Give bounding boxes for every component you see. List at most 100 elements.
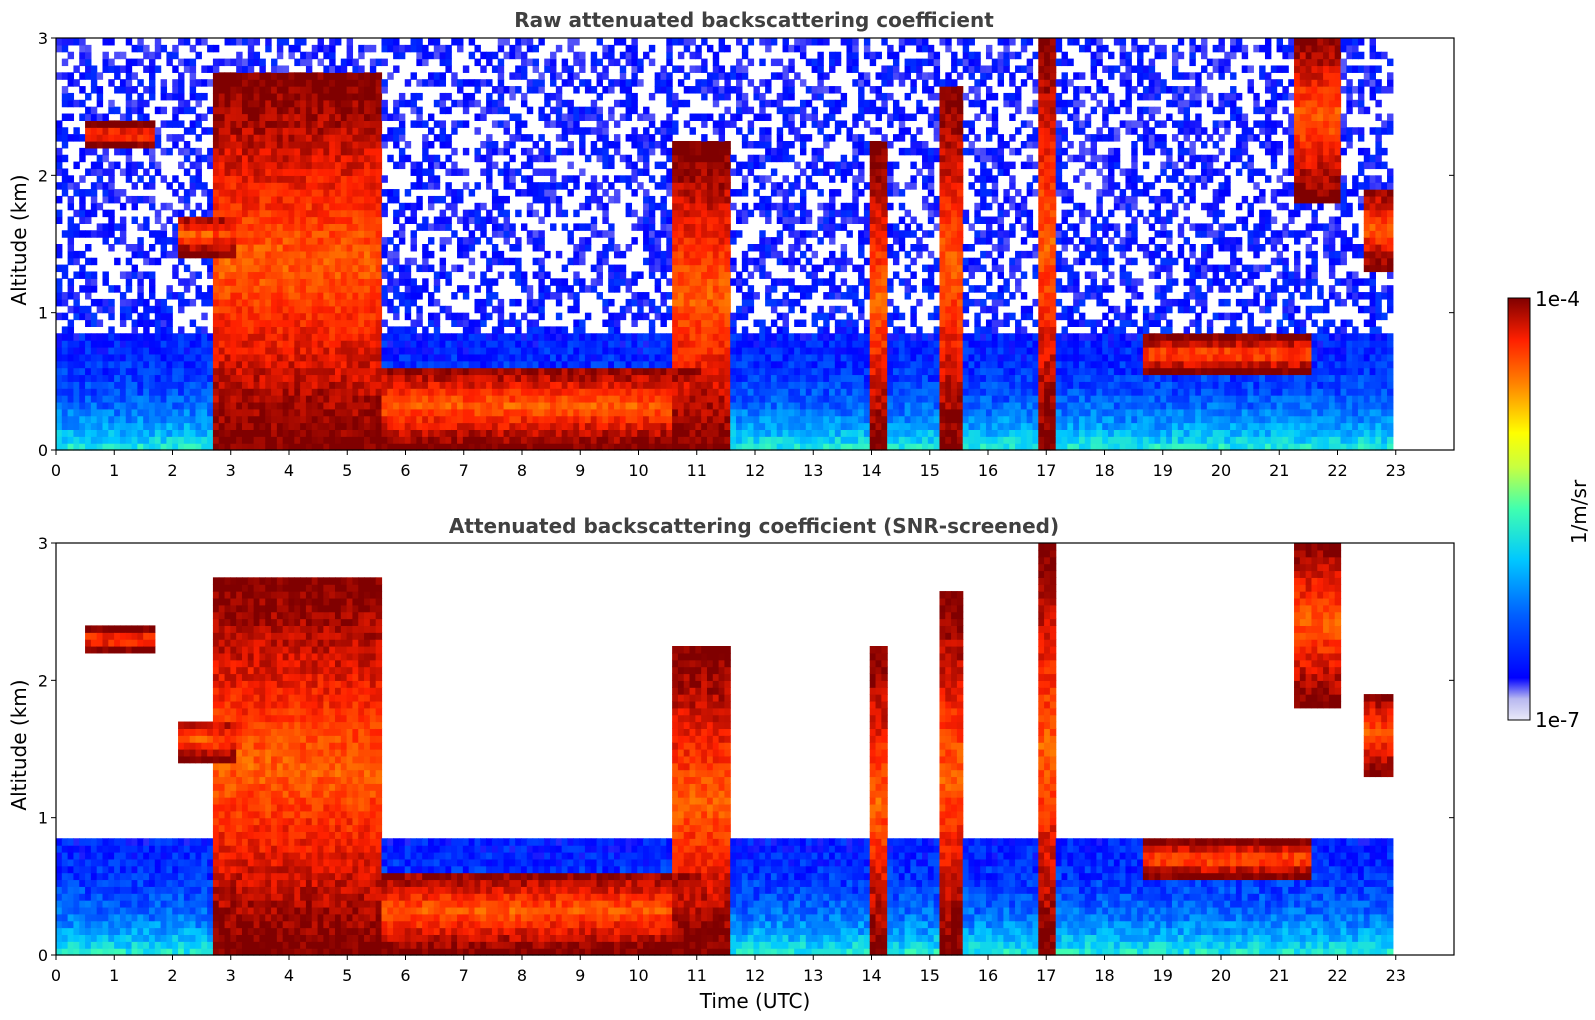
- heatmap-cell: [90, 333, 98, 341]
- heatmap-cell: [550, 168, 557, 176]
- heatmap-cell: [643, 161, 650, 170]
- heatmap-cell: [241, 161, 249, 170]
- heatmap-cell: [253, 195, 261, 204]
- heatmap-cell: [683, 401, 691, 410]
- heatmap-cell: [666, 305, 673, 314]
- heatmap-cell: [271, 381, 278, 389]
- heatmap-cell: [619, 72, 627, 80]
- heatmap-cell: [590, 408, 598, 417]
- heatmap-cell: [288, 175, 295, 183]
- heatmap-cell: [288, 367, 295, 376]
- heatmap-cell: [334, 285, 342, 293]
- heatmap-cell: [189, 106, 197, 115]
- heatmap-cell: [596, 401, 603, 410]
- heatmap-cell: [695, 182, 702, 190]
- heatmap-cell: [114, 86, 121, 94]
- heatmap-cell: [486, 99, 493, 108]
- heatmap-cell: [393, 189, 400, 197]
- heatmap-cell: [201, 422, 208, 430]
- heatmap-cell: [683, 326, 691, 334]
- heatmap-cell: [672, 264, 679, 273]
- heatmap-cell: [323, 223, 330, 231]
- heatmap-cell: [393, 360, 400, 369]
- heatmap-cell: [544, 141, 551, 149]
- heatmap-cell: [410, 415, 417, 424]
- heatmap-cell: [352, 347, 359, 355]
- heatmap-cell: [532, 333, 540, 341]
- heatmap-cell: [160, 326, 168, 334]
- heatmap-cell: [660, 250, 667, 259]
- heatmap-cell: [241, 278, 249, 286]
- heatmap-cell: [236, 113, 243, 121]
- heatmap-cell: [672, 161, 679, 170]
- heatmap-cell: [143, 113, 150, 121]
- heatmap-cell: [67, 51, 75, 60]
- heatmap-cell: [637, 367, 644, 376]
- heatmap-cell: [497, 347, 505, 355]
- heatmap-cell: [538, 237, 545, 245]
- heatmap-cell: [672, 175, 679, 183]
- heatmap-cell: [375, 72, 383, 80]
- heatmap-cell: [305, 388, 313, 396]
- heatmap-cell: [509, 86, 516, 94]
- heatmap-cell: [457, 443, 464, 451]
- heatmap-cell: [631, 209, 638, 218]
- heatmap-cell: [102, 367, 109, 376]
- heatmap-cell: [393, 333, 400, 341]
- heatmap-cell: [61, 429, 69, 437]
- heatmap-cell: [102, 230, 109, 238]
- heatmap-cell: [567, 292, 574, 300]
- heatmap-cell: [265, 367, 272, 376]
- heatmap-cell: [393, 381, 400, 389]
- heatmap-cell: [114, 237, 121, 245]
- heatmap-cell: [375, 305, 383, 314]
- heatmap-cell: [73, 99, 80, 108]
- heatmap-cell: [369, 182, 377, 190]
- heatmap-cell: [486, 353, 493, 362]
- heatmap-cell: [346, 395, 354, 403]
- heatmap-cell: [683, 374, 691, 382]
- heatmap-cell: [288, 44, 295, 53]
- heatmap-cell: [236, 38, 243, 46]
- heatmap-cell: [212, 436, 220, 444]
- heatmap-cell: [648, 257, 656, 266]
- heatmap-cell: [282, 353, 290, 362]
- heatmap-cell: [550, 182, 557, 190]
- heatmap-cell: [602, 388, 609, 396]
- heatmap-cell: [131, 360, 138, 369]
- heatmap-cell: [131, 141, 138, 149]
- heatmap-cell: [532, 436, 540, 444]
- heatmap-cell: [334, 168, 342, 176]
- heatmap-cell: [346, 51, 354, 60]
- heatmap-cell: [387, 271, 394, 279]
- heatmap-cell: [154, 443, 162, 451]
- heatmap-cell: [387, 154, 394, 163]
- heatmap-cell: [119, 388, 127, 396]
- heatmap-cell: [195, 436, 202, 444]
- heatmap-cell: [271, 401, 278, 410]
- heatmap-cell: [311, 182, 319, 190]
- heatmap-cell: [643, 388, 650, 396]
- heatmap-cell: [509, 353, 516, 362]
- heatmap-cell: [90, 189, 98, 197]
- heatmap-cell: [375, 168, 383, 176]
- heatmap-cell: [613, 395, 621, 403]
- heatmap-cell: [526, 319, 534, 327]
- heatmap-cell: [364, 408, 371, 417]
- heatmap-cell: [550, 58, 557, 67]
- heatmap-cell: [288, 264, 295, 273]
- heatmap-cell: [108, 367, 115, 376]
- heatmap-cell: [201, 292, 208, 300]
- heatmap-cell: [445, 381, 452, 389]
- heatmap-cell: [236, 347, 243, 355]
- heatmap-cell: [672, 209, 679, 218]
- heatmap-cell: [503, 209, 510, 218]
- heatmap-cell: [317, 86, 324, 94]
- heatmap-cell: [427, 237, 435, 245]
- heatmap-cell: [166, 312, 173, 321]
- heatmap-cell: [294, 278, 301, 286]
- heatmap-cell: [625, 347, 633, 355]
- heatmap-cell: [317, 38, 324, 46]
- heatmap-cell: [689, 367, 696, 376]
- heatmap-cell: [666, 257, 673, 266]
